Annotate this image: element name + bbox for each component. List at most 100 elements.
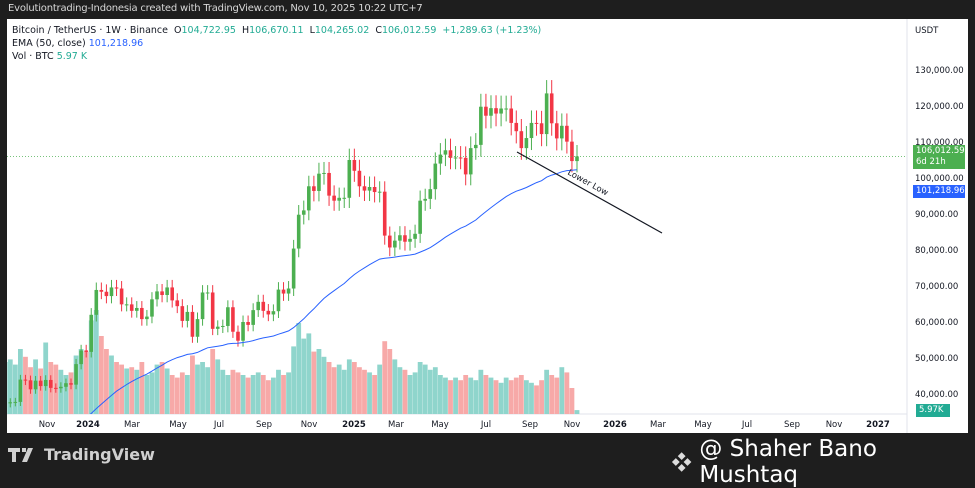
candle-body [489,108,493,116]
symbol-label[interactable]: Bitcoin / TetherUS · 1W · Binance [12,25,168,36]
time-tick-label: 2024 [76,420,100,430]
candle-body [130,304,134,310]
price-tick-label: 50,000.00 [915,354,958,364]
volume-bar [94,310,99,414]
candle-body [317,174,321,191]
volume-bar [322,357,327,414]
volume-bar [13,365,18,414]
time-tick-label: Sep [522,420,538,430]
volume-bar [180,372,185,414]
volume-bar [433,367,438,414]
volume-label[interactable]: Vol · BTC [12,51,54,62]
volume-bar [84,352,89,414]
volume-bar [539,380,544,414]
volume-bar [473,380,478,414]
volume-bar [291,346,296,414]
candle-body [231,307,235,331]
low-value: 104,265.02 [315,25,369,36]
candle-body [44,380,48,386]
time-tick-label: Jul [480,420,491,430]
volume-bar [418,362,423,414]
candle-body [145,317,149,320]
volume-bar [392,359,397,414]
candle-body [550,93,554,123]
volume-bar [372,375,377,414]
volume-bar [231,370,236,414]
candle-body [170,287,174,300]
candle-body [327,173,331,196]
candle-body [201,292,205,319]
time-tick-label: Nov [39,420,56,430]
volume-bar [114,362,119,414]
chart-panel[interactable]: Bitcoin / TetherUS · 1W · Binance O104,7… [7,19,968,433]
volume-bar [170,375,175,414]
candle-body [54,388,58,389]
volume-bar [301,339,306,414]
price-chart[interactable]: USDT130,000.00120,000.00110,000.00100,00… [7,19,968,433]
volume-bar [443,378,448,414]
volume-bar [570,388,575,414]
candle-body [393,241,397,248]
tradingview-logo-text: TradingView [44,445,155,464]
candle-body [89,315,93,352]
candle-body [570,142,574,161]
candle-body [84,350,88,351]
candle-body [39,381,43,386]
volume-bar [564,372,569,414]
candle-body [277,290,281,312]
candle-body [216,327,220,329]
candle-body [403,235,407,241]
candle-body [236,332,240,341]
candle-body [444,150,448,154]
candle-body [560,126,564,139]
volume-bar [150,372,155,414]
candle-body [307,186,311,210]
volume-bar [463,375,468,414]
candle-body [74,364,78,385]
legend: Bitcoin / TetherUS · 1W · Binance O104,7… [12,24,541,63]
trend-line [517,152,662,233]
volume-bar [519,375,524,414]
volume-bar [357,367,362,414]
candle-body [221,326,225,327]
time-tick-label: May [169,420,187,430]
candle-body [520,131,524,148]
volume-bar [347,359,352,414]
candle-body [332,196,336,201]
candle-body [8,402,12,403]
candle-body [186,312,190,321]
candle-body [206,292,210,293]
volume-bar [367,372,372,414]
time-tick-label: Nov [826,420,843,430]
candle-body [241,322,245,341]
time-tick-label: Mar [388,420,405,430]
volume-bar [251,375,256,414]
tradingview-logo: TradingView [8,445,155,464]
candle-body [95,290,99,315]
candle-body [160,291,164,295]
ema-label[interactable]: EMA (50, close) [12,38,86,49]
volume-bar [175,378,180,414]
volume-bar [220,370,225,414]
candle-body [110,287,114,296]
time-tick-label: Jul [741,420,752,430]
candle-body [434,164,438,190]
candle-body [14,402,18,403]
time-tick-label: 2026 [603,420,627,430]
volume-tag: 5.97K [916,404,950,417]
volume-bar [544,370,549,414]
candle-body [474,145,478,148]
chart-title: Evolutiontrading-Indonesia created with … [8,3,423,14]
c-label: C [375,25,382,36]
candle-body [302,210,306,214]
candle-body [509,109,513,123]
candle-body [469,148,473,174]
volume-bar [281,375,286,414]
volume-bar [145,375,150,414]
volume-bar [514,378,519,414]
volume-bar [413,372,418,414]
candle-body [64,383,68,387]
volume-row: Vol · BTC 5.97 K [12,50,541,63]
volume-bar [494,380,499,414]
candle-body [388,236,392,248]
